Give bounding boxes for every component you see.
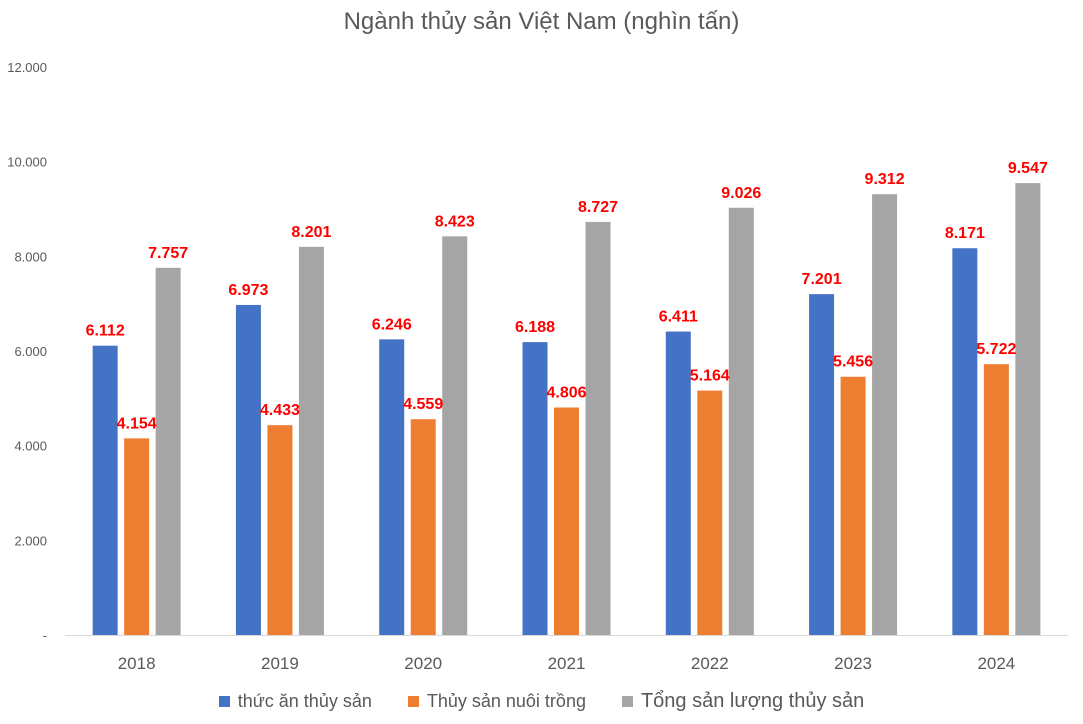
- bar-2023-series-3: [872, 194, 898, 635]
- bar-2024-series-3: [1015, 183, 1041, 635]
- data-label: 4.433: [260, 402, 300, 419]
- data-label: 6.188: [515, 319, 555, 336]
- data-label: 6.973: [228, 282, 268, 299]
- data-label: 6.246: [372, 316, 412, 333]
- y-tick-label: -: [43, 628, 47, 643]
- data-label: 9.547: [1008, 160, 1048, 177]
- bar-2021-series-1: [522, 342, 548, 635]
- bar-2022-series-1: [665, 331, 691, 635]
- bar-2021-series-2: [554, 407, 579, 635]
- y-tick-label: 4.000: [14, 439, 47, 454]
- bar-2018-series-2: [124, 438, 150, 635]
- bar-2024-series-2: [983, 364, 1009, 635]
- legend-item: thức ăn thủy sản: [218, 690, 372, 713]
- x-axis: 2018 2019 2020 2021 2022 2023 2024: [118, 654, 1016, 673]
- data-label: 9.026: [721, 185, 761, 202]
- bar-2018-series-3: [155, 267, 181, 635]
- x-tick-label: 2024: [977, 654, 1015, 673]
- data-label: 8.201: [291, 224, 331, 241]
- bar-2020-series-3: [442, 236, 468, 635]
- data-label: 8.727: [578, 199, 618, 216]
- legend-item: Thủy sản nuôi trồng: [407, 690, 586, 713]
- data-label: 8.171: [945, 225, 985, 242]
- data-label: 7.757: [148, 245, 188, 262]
- x-tick-label: 2021: [548, 654, 586, 673]
- bar-2022-series-3: [728, 207, 754, 635]
- x-tick-label: 2022: [691, 654, 729, 673]
- y-tick-label: 10.000: [7, 155, 47, 170]
- y-tick-label: 6.000: [14, 344, 47, 359]
- bar-2019-series-1: [235, 304, 261, 635]
- bar-2024-series-1: [952, 248, 978, 636]
- legend: thức ăn thủy sản Thủy sản nuôi trồng Tổng …: [0, 690, 1083, 713]
- bar-2020-series-1: [379, 339, 405, 635]
- data-labels: 6.112 4.154 7.757 6.973 4.433 8.201 6.246 4.559…: [86, 160, 1048, 432]
- data-label: 5.722: [976, 341, 1016, 358]
- bar-2022-series-2: [697, 390, 723, 635]
- bar-2021-series-3: [585, 221, 611, 635]
- legend-label: Thủy sản nuôi trồng: [426, 691, 586, 711]
- x-tick-label: 2020: [404, 654, 442, 673]
- chart-title: Ngành thủy sản Việt Nam (nghìn tấn): [343, 8, 740, 35]
- bar-2020-series-2: [410, 419, 436, 635]
- data-label: 6.411: [659, 309, 698, 326]
- legend-item: Tổng sản lượng thủy sản: [621, 690, 865, 713]
- bar-2019-series-3: [298, 246, 324, 635]
- legend-label: Tổng sản lượng thủy sản: [640, 690, 865, 712]
- y-axis: - 2.000 4.000 6.000 8.000 10.000 12.000: [7, 60, 47, 643]
- data-label: 9.312: [865, 171, 905, 188]
- y-tick-label: 12.000: [7, 60, 47, 75]
- bars: [92, 183, 1041, 636]
- data-label: 8.423: [435, 213, 475, 230]
- legend-swatch: [218, 696, 230, 707]
- x-tick-label: 2019: [261, 654, 299, 673]
- y-tick-label: 8.000: [14, 249, 47, 264]
- legend-swatch: [621, 696, 633, 707]
- data-label: 4.154: [117, 415, 157, 432]
- y-tick-label: 2.000: [14, 533, 47, 548]
- bar-2018-series-1: [92, 345, 118, 635]
- data-label: 4.559: [403, 396, 443, 413]
- legend-label: thức ăn thủy sản: [237, 691, 372, 711]
- bar-2019-series-2: [267, 425, 293, 635]
- data-label: 6.112: [86, 323, 125, 340]
- data-label: 7.201: [802, 271, 842, 288]
- x-tick-label: 2018: [118, 654, 156, 673]
- bar-2023-series-1: [809, 294, 835, 635]
- data-label: 5.456: [833, 354, 873, 371]
- data-label: 5.164: [690, 368, 730, 385]
- x-tick-label: 2023: [834, 654, 872, 673]
- legend-swatch: [407, 696, 419, 707]
- data-label: 4.806: [546, 385, 586, 402]
- bar-2023-series-2: [840, 376, 866, 635]
